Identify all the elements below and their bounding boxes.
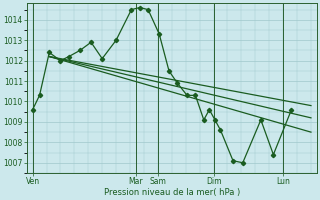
X-axis label: Pression niveau de la mer( hPa ): Pression niveau de la mer( hPa ) — [104, 188, 240, 197]
